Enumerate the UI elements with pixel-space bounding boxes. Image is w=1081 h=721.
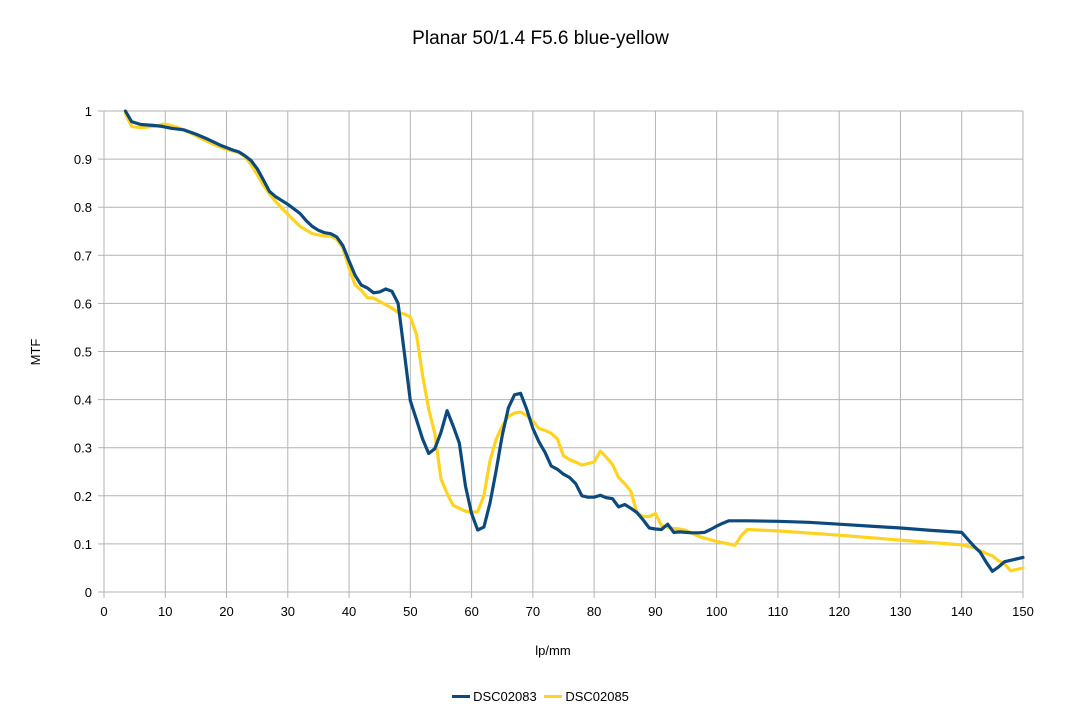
x-tick-label: 100 xyxy=(706,604,728,619)
x-tick-label: 120 xyxy=(828,604,850,619)
x-tick-label: 110 xyxy=(768,604,789,619)
x-tick-label: 50 xyxy=(403,604,417,619)
series-line-dsc02085 xyxy=(123,111,1025,573)
y-tick-label: 0.7 xyxy=(74,248,92,263)
x-tick-label: 0 xyxy=(100,604,107,619)
series-line-dsc02083 xyxy=(123,109,1025,573)
legend-label: DSC02083 xyxy=(473,689,537,704)
x-tick-label: 130 xyxy=(890,604,912,619)
tick-labels: 00.10.20.30.40.50.60.70.80.910 10 20 30 40 50… xyxy=(74,104,1034,619)
y-tick-label: 0 xyxy=(85,585,92,600)
y-tick-label: 0.8 xyxy=(74,200,92,215)
chart-title: Planar 50/1.4 F5.6 blue-yellow xyxy=(412,28,669,49)
y-tick-label: 0.2 xyxy=(74,489,92,504)
x-axis-label: lp/mm xyxy=(535,643,570,658)
x-tick-label: 30 xyxy=(281,604,295,619)
y-axis-label: MTF xyxy=(28,339,43,366)
x-tick-label: 10 xyxy=(158,604,172,619)
x-tick-label: 140 xyxy=(951,604,973,619)
y-tick-label: 0.3 xyxy=(74,441,92,456)
y-tick-label: 0.4 xyxy=(74,393,92,408)
y-tick-label: 0.5 xyxy=(74,345,92,360)
legend-swatch xyxy=(544,695,563,698)
x-tick-label: 20 xyxy=(219,604,233,619)
legend-item-series-0: DSC02083 xyxy=(452,689,537,704)
legend-swatch xyxy=(452,695,471,698)
x-tick-label: 40 xyxy=(342,604,356,619)
axes xyxy=(98,110,1024,598)
y-tick-label: 0.6 xyxy=(74,296,92,311)
grid-lines xyxy=(103,110,1024,593)
x-tick-label: 60 xyxy=(464,604,478,619)
x-tick-label: 90 xyxy=(648,604,662,619)
y-tick-label: 1 xyxy=(85,104,92,119)
series-lines xyxy=(123,109,1025,573)
x-tick-label: 150 xyxy=(1012,604,1034,619)
y-tick-label: 0.1 xyxy=(74,537,92,552)
legend: DSC02083 DSC02085 xyxy=(0,686,1081,704)
x-tick-label: 70 xyxy=(526,604,540,619)
legend-item-series-1: DSC02085 xyxy=(544,689,629,704)
legend-label: DSC02085 xyxy=(565,689,629,704)
y-tick-label: 0.9 xyxy=(74,152,92,167)
x-tick-label: 80 xyxy=(587,604,601,619)
